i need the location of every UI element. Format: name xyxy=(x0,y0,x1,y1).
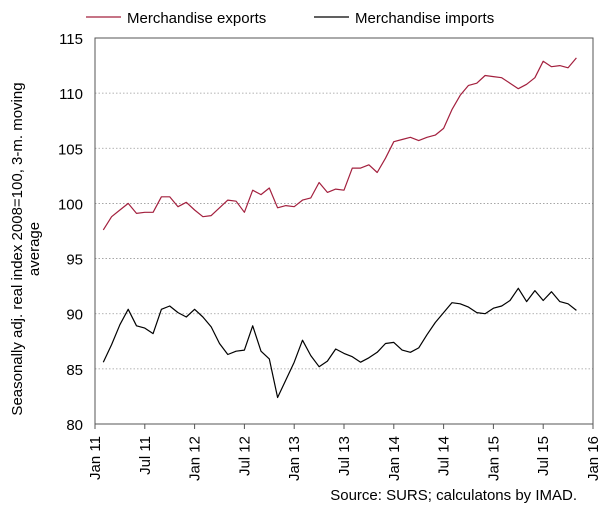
x-tick-label: Jul 15 xyxy=(535,436,552,476)
x-tick-label: Jan 11 xyxy=(87,436,104,480)
x-axis-ticks: Jan 11 Jul 11 Jan 12 Jul 12 Jan 13 Jul 13 Jan … xyxy=(87,424,602,481)
y-axis-label-line: average xyxy=(26,222,43,276)
y-tick-label: 105 xyxy=(58,141,83,158)
grid xyxy=(95,92,593,370)
legend-label: Merchandise imports xyxy=(355,10,494,27)
y-tick-label: 80 xyxy=(66,417,83,434)
legend: Merchandise exports Merchandise imports xyxy=(86,10,494,27)
y-axis-ticks: 80 85 90 95 100 105 110 115 xyxy=(58,31,83,434)
series-line-exports xyxy=(102,57,577,231)
x-tick-label: Jul 12 xyxy=(236,436,253,476)
x-tick-label: Jul 14 xyxy=(436,436,453,476)
y-axis-label: Seasonally adj. real index 2008=100, 3-m… xyxy=(9,82,43,415)
x-tick-label: Jan 12 xyxy=(187,436,204,481)
y-tick-label: 100 xyxy=(58,196,83,213)
x-tick-label: Jul 11 xyxy=(137,436,154,475)
y-tick-label: 115 xyxy=(59,31,83,48)
x-tick-label: Jan 16 xyxy=(585,436,602,481)
plot-frame xyxy=(94,37,594,425)
x-tick-label: Jan 15 xyxy=(485,436,502,481)
legend-label: Merchandise exports xyxy=(127,10,266,27)
y-tick-label: 85 xyxy=(66,362,83,379)
y-tick-label: 90 xyxy=(66,307,83,324)
x-tick-label: Jan 14 xyxy=(386,436,403,481)
series-line-imports xyxy=(102,287,577,399)
x-tick-label: Jan 13 xyxy=(286,436,303,481)
x-tick-label: Jul 13 xyxy=(336,436,353,476)
y-axis-label-line: Seasonally adj. real index 2008=100, 3-m… xyxy=(9,82,26,415)
y-tick-label: 110 xyxy=(59,86,83,103)
source-note: Source: SURS; calculatons by IMAD. xyxy=(330,487,577,504)
y-tick-label: 95 xyxy=(66,252,83,269)
series-layer xyxy=(102,57,577,399)
